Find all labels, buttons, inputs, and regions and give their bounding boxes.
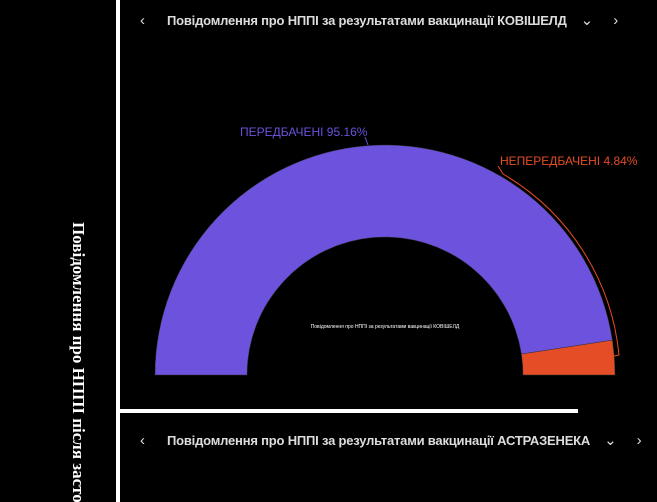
- prev-chevron-icon[interactable]: ‹: [140, 11, 145, 29]
- chevron-down-icon[interactable]: ⌄: [580, 12, 594, 29]
- slice-label-0: ПЕРЕДБАЧЕНІ 95.16%: [240, 125, 368, 139]
- leader-line-0: [364, 136, 369, 146]
- next-chevron-icon[interactable]: ›: [613, 11, 619, 29]
- next-chevron-icon[interactable]: ›: [636, 431, 642, 449]
- gauge-slice-1[interactable]: [521, 339, 616, 376]
- panel2-title: Повідомлення про НППІ за результатами ва…: [167, 432, 591, 448]
- panel2-header: ‹ Повідомлення про НППІ за результатами …: [120, 420, 657, 460]
- prev-chevron-icon[interactable]: ‹: [140, 431, 145, 449]
- panel1-header: ‹ Повідомлення про НППІ за результатами …: [120, 0, 657, 40]
- slice-label-1: НЕПЕРЕДБАЧЕНІ 4.84%: [500, 154, 638, 168]
- chevron-down-icon[interactable]: ⌄: [604, 432, 617, 449]
- panel1-title: Повідомлення про НППІ за результатами ва…: [167, 12, 567, 28]
- leader-line-1: [497, 165, 620, 357]
- center-label: Повідомлення про НППІ за результатами ва…: [311, 324, 460, 330]
- divider-horizontal: [120, 409, 578, 413]
- gauge-slice-0[interactable]: [154, 144, 613, 376]
- divider-vertical: [116, 0, 120, 502]
